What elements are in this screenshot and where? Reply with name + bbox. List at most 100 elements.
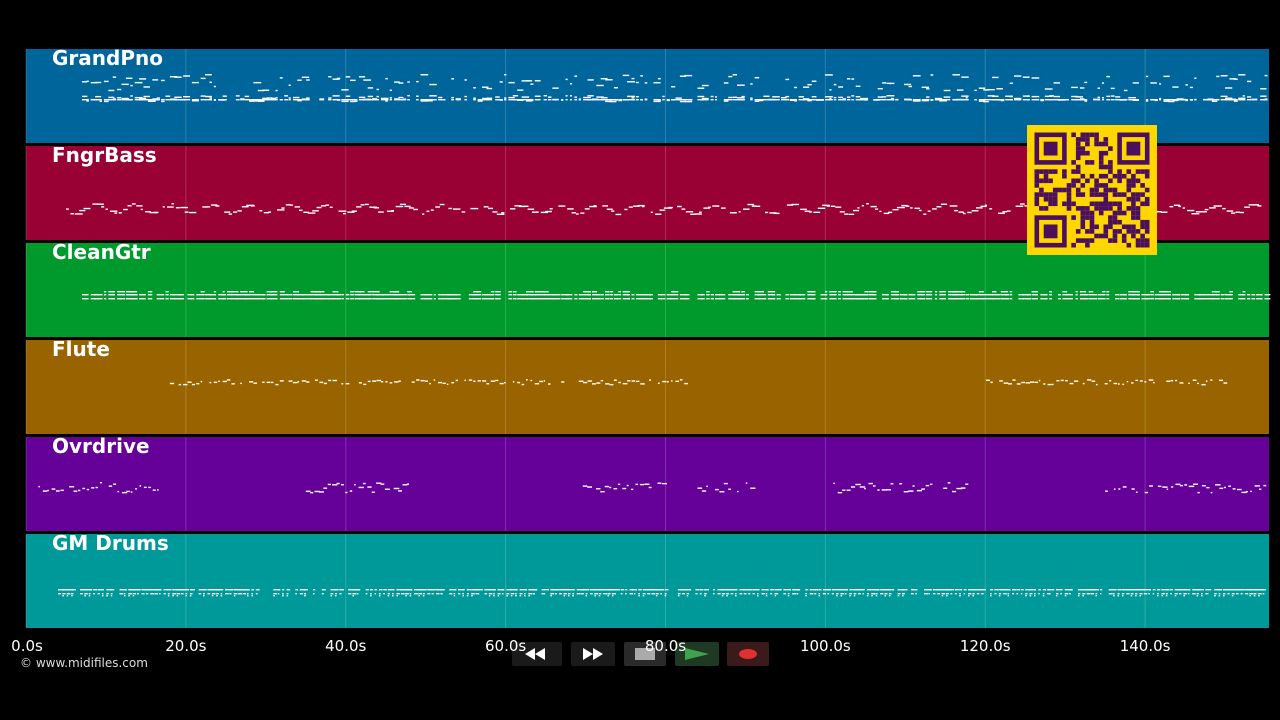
- midi-note: [1106, 75, 1111, 78]
- midi-note: [1113, 382, 1118, 385]
- midi-note: [1176, 294, 1181, 296]
- qr-module: [1075, 229, 1081, 234]
- midi-note: [684, 382, 689, 385]
- midi-note: [1119, 298, 1127, 300]
- track-lane[interactable]: [26, 243, 1269, 337]
- midi-note: [405, 593, 409, 595]
- midi-note: [222, 380, 227, 383]
- midi-note: [1189, 86, 1193, 89]
- midi-note: [490, 294, 495, 296]
- midi-note: [1172, 86, 1179, 88]
- midi-note: [97, 589, 103, 591]
- midi-note: [97, 593, 100, 595]
- midi-note: [618, 99, 623, 101]
- midi-note: [745, 482, 748, 484]
- fast-forward-button[interactable]: [571, 642, 615, 666]
- midi-note: [1148, 589, 1151, 591]
- midi-note: [332, 291, 339, 293]
- midi-note: [617, 483, 621, 486]
- qr-module: [1085, 238, 1090, 243]
- midi-note: [956, 487, 962, 490]
- qr-module: [1098, 160, 1104, 165]
- midi-note: [939, 99, 947, 101]
- midi-note: [202, 206, 208, 208]
- midi-note: [934, 97, 943, 100]
- qr-module: [1108, 160, 1113, 165]
- midi-note: [585, 593, 588, 595]
- midi-note: [222, 95, 227, 97]
- midi-note: [1117, 589, 1122, 591]
- record-button[interactable]: [727, 642, 769, 666]
- midi-note: [1064, 595, 1067, 597]
- qr-module: [1131, 229, 1136, 234]
- midi-note: [824, 74, 833, 76]
- midi-note: [108, 99, 115, 101]
- midi-note: [1227, 589, 1233, 591]
- qr-module: [1098, 164, 1104, 170]
- midi-note: [873, 294, 877, 296]
- midi-note: [629, 593, 634, 595]
- midi-note: [1149, 485, 1153, 487]
- midi-note: [1216, 99, 1220, 101]
- midi-note: [117, 88, 122, 91]
- track-lane[interactable]: [26, 534, 1269, 628]
- midi-note: [972, 593, 975, 595]
- qr-module: [1094, 192, 1099, 197]
- qr-module: [1071, 132, 1076, 138]
- midi-note: [95, 298, 101, 300]
- midi-note: [1073, 380, 1079, 382]
- midi-note: [1018, 298, 1024, 300]
- midi-note: [649, 379, 652, 381]
- track-lane[interactable]: [26, 340, 1269, 434]
- midi-note: [686, 589, 692, 591]
- midi-note: [1196, 593, 1199, 595]
- midi-note: [965, 97, 968, 99]
- midi-note: [792, 593, 797, 595]
- midi-note: [890, 291, 898, 293]
- midi-note: [525, 294, 534, 296]
- midi-note: [910, 589, 917, 591]
- midi-note: [130, 99, 133, 101]
- midi-note: [406, 483, 410, 485]
- midi-note: [495, 99, 500, 101]
- midi-note: [191, 383, 196, 386]
- midi-note: [547, 294, 554, 296]
- midi-note: [512, 294, 517, 296]
- midi-note: [1218, 595, 1221, 597]
- qr-module: [1089, 132, 1095, 138]
- midi-note: [330, 589, 337, 591]
- midi-note: [631, 294, 635, 296]
- midi-note: [835, 206, 842, 208]
- midi-note: [936, 206, 942, 208]
- qr-module: [1121, 224, 1127, 230]
- midi-note: [1009, 294, 1013, 296]
- midi-note: [233, 595, 236, 597]
- qr-module: [1112, 192, 1118, 197]
- midi-note: [200, 95, 206, 97]
- qr-module: [1075, 155, 1081, 161]
- midi-note: [517, 298, 524, 300]
- midi-note: [895, 99, 899, 101]
- midi-note: [1145, 298, 1151, 300]
- midi-note: [735, 589, 738, 591]
- midi-note: [1018, 294, 1024, 296]
- midi-note: [827, 593, 830, 595]
- midi-note: [1157, 589, 1161, 591]
- midi-note: [594, 595, 596, 597]
- midi-note: [1185, 99, 1188, 101]
- midi-note: [1132, 99, 1139, 101]
- midi-note: [198, 593, 202, 595]
- midi-note: [807, 294, 815, 296]
- midi-note: [860, 298, 868, 300]
- midi-note: [914, 207, 920, 210]
- midi-note: [209, 97, 212, 99]
- midi-note: [392, 589, 395, 591]
- midi-note: [523, 593, 526, 595]
- rewind-button[interactable]: [512, 642, 562, 666]
- stop-button[interactable]: [624, 642, 666, 666]
- play-button[interactable]: [675, 642, 719, 666]
- midi-note: [578, 99, 581, 101]
- midi-note: [890, 97, 894, 100]
- midi-note: [1126, 380, 1129, 383]
